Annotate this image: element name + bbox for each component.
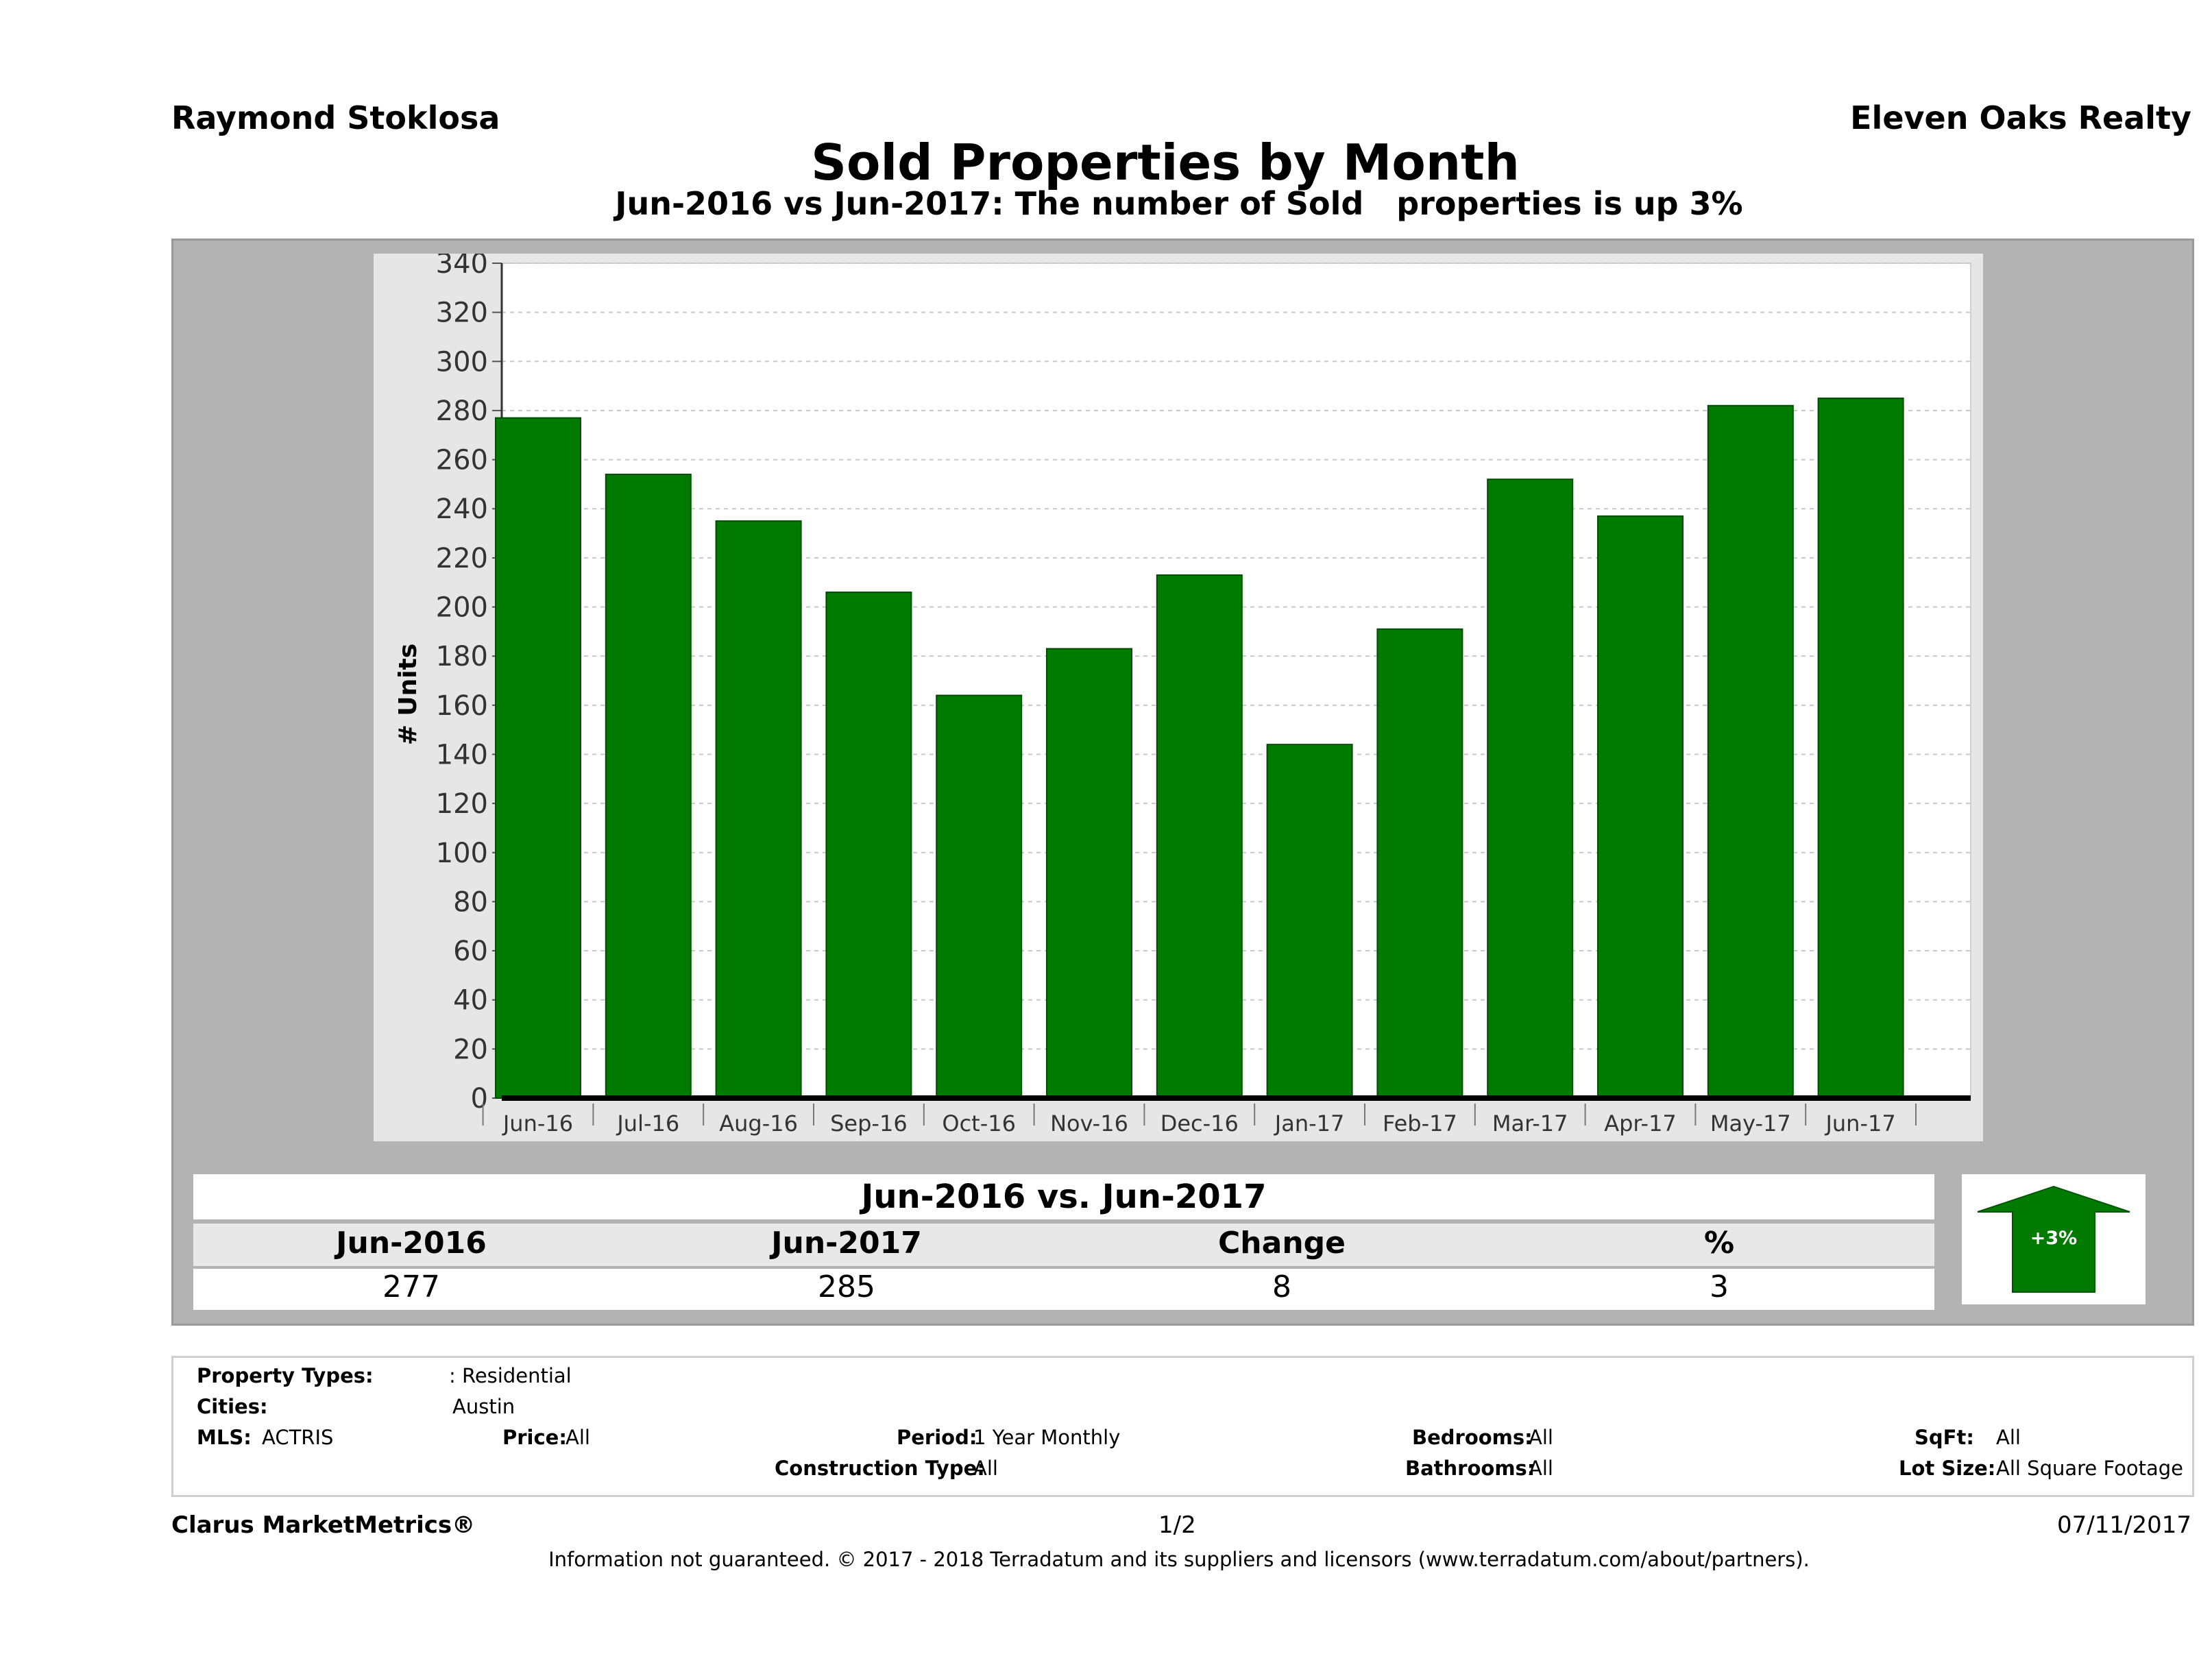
sqft-label: SqFt: <box>1915 1426 1974 1449</box>
bathrooms-value: All <box>1529 1457 1553 1480</box>
footer-page-number: 1/2 <box>1158 1511 1196 1539</box>
footer-brand: Clarus MarketMetrics® <box>171 1511 476 1539</box>
property-types-label: Property Types: <box>197 1364 374 1387</box>
y-tick-label: 320 <box>436 297 488 329</box>
summary-heading: Jun-2016 vs. Jun-2017 <box>861 1178 1267 1216</box>
change-arrow-box: +3% <box>1962 1174 2146 1304</box>
y-tick-label: 40 <box>453 985 488 1017</box>
x-tick-label: Oct-16 <box>942 1110 1016 1136</box>
cities-value: Austin <box>452 1395 515 1418</box>
summary-value-jun-2017: 285 <box>818 1269 875 1304</box>
footer-date: 07/11/2017 <box>2057 1511 2191 1539</box>
bar-oct-16 <box>936 694 1023 1099</box>
mls-label: MLS: <box>197 1426 252 1449</box>
y-tick-label: 300 <box>436 346 488 378</box>
bathrooms-label: Bathrooms: <box>1405 1457 1535 1480</box>
summary-values-band <box>193 1269 1934 1310</box>
summary-value-change: 8 <box>1272 1269 1291 1304</box>
y-tick-label: 240 <box>436 494 488 525</box>
x-tick-label: May-17 <box>1710 1110 1791 1136</box>
lot-size-label: Lot Size: <box>1899 1457 1996 1480</box>
y-tick-label: 60 <box>453 936 488 967</box>
bar-jul-16 <box>605 474 692 1099</box>
bedrooms-label: Bedrooms: <box>1412 1426 1533 1449</box>
y-tick-label: 0 <box>471 1083 488 1115</box>
property-types-value: : Residential <box>449 1364 572 1387</box>
y-tick-label: 340 <box>436 254 488 280</box>
agent-name: Raymond Stoklosa <box>171 99 500 136</box>
summary-value-jun-2016: 277 <box>382 1269 440 1304</box>
y-tick-label: 180 <box>436 641 488 672</box>
price-label: Price: <box>502 1426 567 1449</box>
mls-value: ACTRIS <box>262 1426 334 1449</box>
bar-jan-17 <box>1266 744 1353 1099</box>
footer-disclaimer: Information not guaranteed. © 2017 - 201… <box>548 1548 1810 1571</box>
summary-header-band <box>193 1174 1934 1219</box>
bar-may-17 <box>1707 404 1794 1099</box>
x-tick-label: Jun-17 <box>1824 1110 1895 1136</box>
x-tick-label: Mar-17 <box>1492 1110 1568 1136</box>
x-tick-label: Dec-16 <box>1160 1110 1239 1136</box>
bar-jun-17 <box>1817 398 1904 1099</box>
bar-jun-16 <box>495 417 581 1099</box>
x-tick-label: Aug-16 <box>719 1110 798 1136</box>
y-tick-label: 120 <box>436 788 488 820</box>
company-name: Eleven Oaks Realty <box>1850 99 2191 136</box>
cities-label: Cities: <box>197 1395 268 1418</box>
up-arrow-icon: +3% <box>1977 1185 2130 1293</box>
bar-chart: 0 20 40 60 80 100 120 140 160 180 200 220 240 260 280 3… <box>394 248 1971 1136</box>
filter-info-box <box>171 1356 2194 1497</box>
bar-aug-16 <box>715 520 802 1099</box>
bar-nov-16 <box>1046 648 1132 1099</box>
chart-subtitle: Jun-2016 vs Jun-2017: The number of Sold… <box>615 185 1743 222</box>
construction-type-label: Construction Type: <box>775 1457 985 1480</box>
bar-sep-16 <box>825 592 912 1099</box>
summary-col-jun-2017: Jun-2017 <box>771 1226 922 1261</box>
y-tick-label: 160 <box>436 690 488 722</box>
summary-col-change: Change <box>1218 1226 1346 1261</box>
bar-mar-17 <box>1487 478 1574 1099</box>
sqft-value: All <box>1996 1426 2021 1449</box>
x-tick-label: Jul-16 <box>616 1110 679 1136</box>
summary-columns-band <box>193 1224 1934 1266</box>
period-value: 1 Year Monthly <box>973 1426 1121 1449</box>
lot-size-value: All Square Footage <box>1996 1457 2184 1480</box>
x-tick-label: Jun-16 <box>502 1110 573 1136</box>
summary-value-percent: 3 <box>1710 1269 1729 1304</box>
y-tick-label: 260 <box>436 445 488 476</box>
summary-col-jun-2016: Jun-2016 <box>336 1226 487 1261</box>
x-tick-label: Feb-17 <box>1383 1110 1457 1136</box>
chart-area: 0 20 40 60 80 100 120 140 160 180 200 220 240 260 280 3… <box>374 248 1983 1141</box>
construction-type-value: All <box>973 1457 998 1480</box>
bar-apr-17 <box>1597 515 1684 1099</box>
period-label: Period: <box>897 1426 977 1449</box>
x-tick-label: Nov-16 <box>1050 1110 1128 1136</box>
bar-feb-17 <box>1376 628 1463 1099</box>
x-tick-label: Sep-16 <box>830 1110 908 1136</box>
bar-dec-16 <box>1156 574 1243 1099</box>
y-tick-label: 140 <box>436 739 488 770</box>
y-tick-label: 100 <box>436 838 488 869</box>
bedrooms-value: All <box>1529 1426 1553 1449</box>
y-tick-label: 200 <box>436 592 488 624</box>
y-tick-label: 280 <box>436 396 488 427</box>
y-axis-label: # Units <box>394 644 422 746</box>
x-tick-label: Apr-17 <box>1604 1110 1677 1136</box>
y-tick-label: 220 <box>436 543 488 574</box>
arrow-label: +3% <box>2030 1228 2077 1249</box>
price-value: All <box>566 1426 590 1449</box>
x-tick-label: Jan-17 <box>1274 1110 1345 1136</box>
summary-col-percent: % <box>1703 1226 1735 1261</box>
chart-title: Sold Properties by Month <box>811 134 1520 191</box>
y-tick-label: 80 <box>453 886 488 918</box>
y-tick-label: 20 <box>453 1034 488 1065</box>
